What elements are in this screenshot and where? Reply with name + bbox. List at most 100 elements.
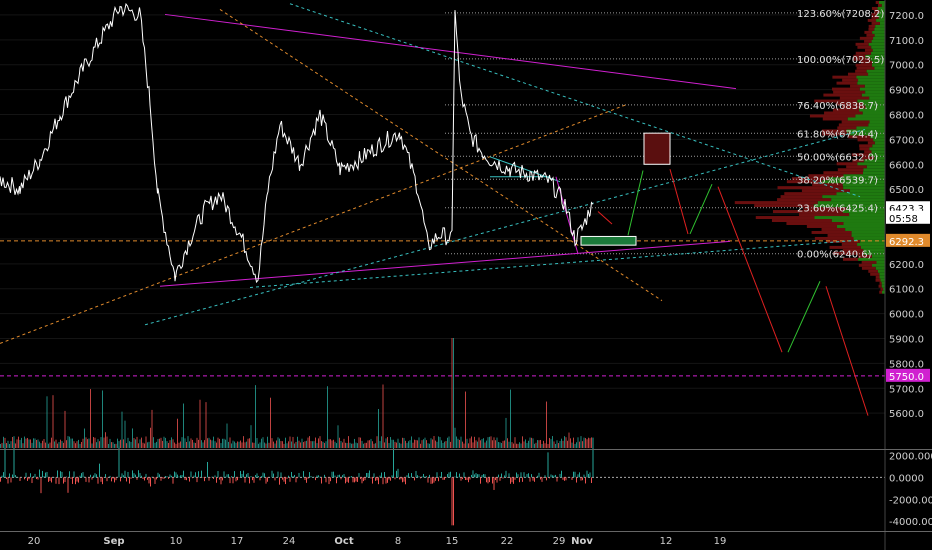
profile-sell-bar (875, 275, 880, 279)
oscillator-bar (348, 477, 349, 483)
oscillator-bar (330, 477, 331, 482)
oscillator-bar (528, 473, 529, 478)
profile-buy-bar (862, 171, 885, 175)
profile-buy-bar (864, 159, 885, 163)
volume-bar (306, 440, 307, 448)
volume-bar (163, 436, 165, 448)
oscillator-bar (418, 476, 420, 478)
profile-sell-bar (851, 153, 869, 157)
profile-buy-bar (860, 239, 885, 243)
profile-buy-bar (863, 102, 885, 106)
volume-bar (27, 437, 28, 448)
volume-profile (734, 0, 885, 294)
volume-bar (489, 436, 490, 448)
volume-bar (322, 441, 324, 448)
oscillator-bar (543, 477, 544, 478)
volume-bar (192, 439, 193, 448)
oscillator-bar (474, 474, 475, 478)
volume-bar (132, 428, 133, 448)
profile-buy-bar (855, 114, 885, 118)
profile-buy-bar (868, 72, 885, 76)
oscillator-bar (240, 470, 241, 478)
y-tick-label: 6800.0 (889, 110, 924, 121)
x-tick-label: 20 (28, 536, 41, 547)
volume-bar (355, 442, 357, 448)
grid (0, 14, 885, 414)
volume-bar (421, 440, 423, 448)
oscillator-bar (211, 476, 213, 478)
volume-bar (453, 338, 454, 448)
oscillator-bar (420, 477, 421, 479)
volume-bar (385, 438, 387, 448)
profile-sell-bar (841, 242, 858, 246)
volume-bar (420, 443, 421, 448)
oscillator-bar (201, 470, 202, 478)
volume-bar (556, 440, 558, 448)
profile-buy-bar (875, 24, 885, 28)
volume-bar (30, 439, 31, 448)
volume-bar (142, 442, 144, 448)
volume-bar (316, 443, 318, 448)
oscillator-bar (6, 477, 7, 480)
volume-bar (138, 443, 139, 448)
volume-bar (490, 436, 492, 448)
profile-sell-bar (855, 63, 873, 67)
oscillator-bar (48, 477, 49, 482)
volume-bar (91, 443, 93, 448)
volume-bar (190, 438, 192, 448)
oscillator-bar (231, 476, 232, 478)
volume-bar (400, 443, 402, 448)
oscillator-bar (526, 474, 528, 478)
oscillator-bar (306, 477, 307, 483)
profile-buy-bar (863, 168, 885, 172)
oscillator-bar (147, 477, 148, 480)
profile-buy-bar (851, 233, 885, 237)
volume-bar (114, 443, 115, 448)
volume-bar (37, 439, 39, 448)
oscillator-bar (261, 476, 262, 478)
profile-buy-bar (872, 63, 885, 67)
volume-bar (78, 439, 79, 448)
wedge-line (489, 156, 561, 183)
oscillator-bar (28, 477, 30, 480)
oscillator-bar (39, 469, 40, 478)
volume-bar (508, 441, 510, 448)
volume-bar (432, 439, 433, 448)
oscillator-bar (150, 477, 151, 487)
profile-buy-bar (874, 156, 885, 160)
oscillator-bar (40, 477, 42, 494)
volume-bar (414, 439, 415, 448)
volume-bar (496, 437, 498, 448)
profile-buy-bar (861, 93, 885, 97)
oscillator-bar (234, 471, 235, 478)
volume-bar (517, 443, 519, 448)
oscillator-bar (96, 474, 97, 478)
oscillator-bar (289, 477, 291, 482)
oscillator-bar (264, 473, 265, 478)
oscillator-bar (132, 470, 133, 478)
oscillator-bar (216, 477, 217, 483)
volume-bar (348, 436, 349, 448)
oscillator-bar (105, 474, 106, 478)
volume-bar (234, 441, 235, 448)
profile-sell-bar (798, 213, 850, 217)
volume-bar (64, 410, 66, 448)
volume-bar (21, 437, 22, 448)
oscillator-bar (102, 477, 103, 485)
oscillator-bar (217, 471, 219, 478)
oscillator-bar (588, 473, 589, 478)
oscillator-bar (532, 477, 534, 481)
volume-bar (49, 442, 51, 448)
volume-bar (567, 440, 568, 448)
oscillator-bar (241, 474, 243, 478)
volume-bar (549, 437, 550, 448)
oscillator-bar (64, 477, 66, 483)
profile-sell-bar (836, 162, 858, 166)
volume-bar (360, 437, 361, 448)
oscillator-bar (400, 477, 402, 480)
oscillator-bar (508, 473, 510, 478)
volume-bar (195, 442, 196, 448)
volume-bar (243, 436, 244, 448)
oscillator-bar (85, 477, 87, 482)
